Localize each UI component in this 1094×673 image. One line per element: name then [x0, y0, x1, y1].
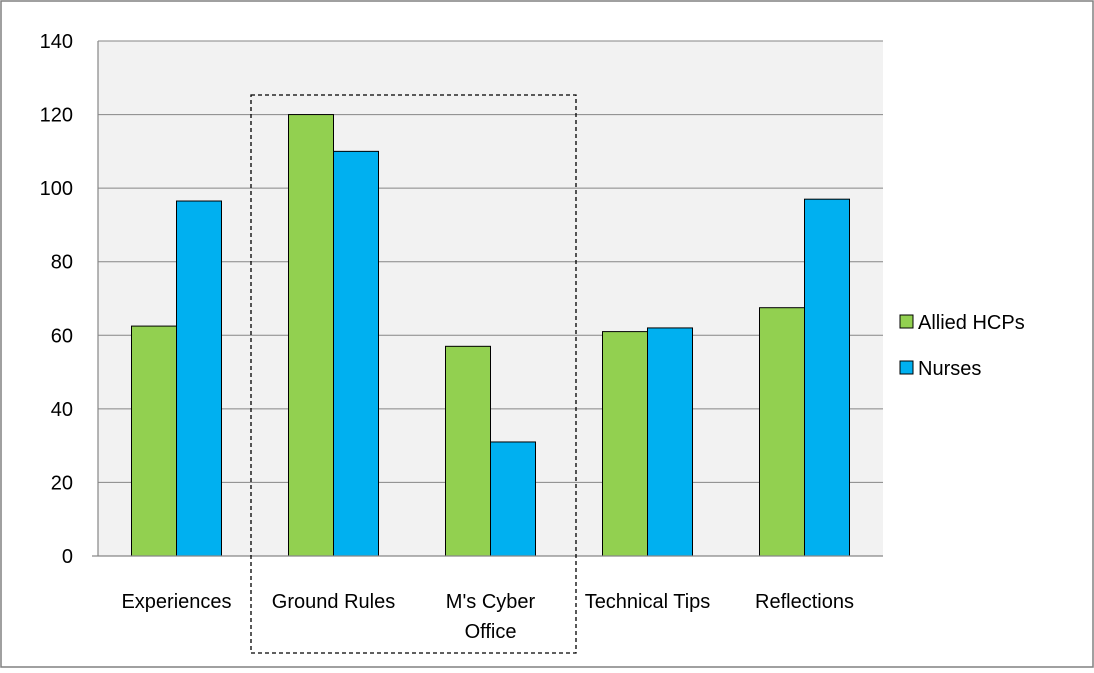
x-tick-label-line: Technical Tips [585, 591, 711, 613]
bar [804, 198, 850, 557]
legend-swatch [899, 360, 914, 375]
x-tick-label: M's Cyber Office [446, 591, 536, 643]
y-tick-label: 40 [51, 399, 73, 421]
x-tick-label: Ground Rules [272, 591, 395, 613]
legend-label: Allied HCPs [918, 312, 1025, 334]
bars [131, 114, 850, 557]
x-axis-tick-labels: Experiences Ground Rules M's Cyber Office Te… [121, 591, 854, 643]
x-tick-label: Reflections [755, 591, 854, 613]
bar [176, 200, 222, 557]
highlight-dashed-box [250, 94, 577, 654]
x-tick-label-line: M's Cyber [446, 591, 536, 613]
y-tick-label: 100 [40, 178, 73, 200]
highlight-box [250, 94, 577, 654]
legend-swatch [899, 314, 914, 329]
y-tick-label: 20 [51, 472, 73, 494]
x-tick-label: Technical Tips [585, 591, 711, 613]
bar [131, 325, 177, 557]
x-tick-label: Experiences [121, 591, 231, 613]
x-tick-label-line: Experiences [121, 591, 231, 613]
legend-label: Nurses [918, 358, 981, 380]
bar [288, 114, 334, 557]
y-tick-label: 80 [51, 252, 73, 274]
gridlines [98, 40, 883, 483]
bar [333, 150, 379, 557]
y-axis-tick-labels: 0 20 40 60 80 100 120 140 [40, 31, 73, 568]
x-tick-label-line: Reflections [755, 591, 854, 613]
x-tick-label-line: Office [465, 621, 517, 643]
y-tick-label: 120 [40, 105, 73, 127]
axes [92, 41, 883, 557]
y-tick-label: 140 [40, 31, 73, 53]
bar [759, 307, 805, 557]
y-tick-label: 0 [62, 546, 73, 568]
bar [602, 331, 648, 557]
legend: Allied HCPs Nurses [899, 312, 1025, 380]
y-tick-label: 60 [51, 325, 73, 347]
bar [647, 327, 693, 557]
bar [490, 441, 536, 557]
x-tick-label-line: Ground Rules [272, 591, 395, 613]
bar [445, 345, 491, 557]
